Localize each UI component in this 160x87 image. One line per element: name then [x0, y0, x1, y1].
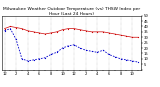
Title: Milwaukee Weather Outdoor Temperature (vs) THSW Index per Hour (Last 24 Hours): Milwaukee Weather Outdoor Temperature (v…: [3, 7, 140, 16]
